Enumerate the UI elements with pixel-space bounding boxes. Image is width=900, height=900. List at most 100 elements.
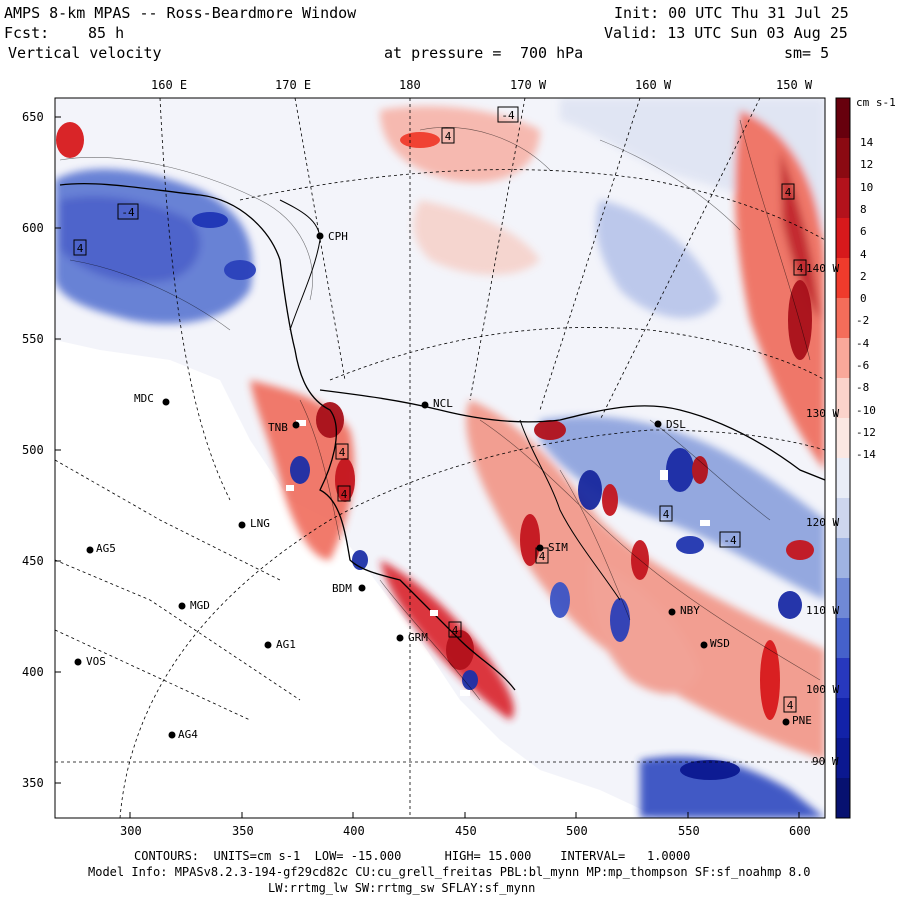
contour-label: 4	[452, 624, 459, 637]
station-label: MGD	[190, 599, 210, 612]
coastline	[59, 183, 825, 691]
physics-info: LW:rrtmg_lw SW:rrtmg_sw SFLAY:sf_mynn	[268, 881, 536, 895]
init-time: Init: 00 UTC Thu 31 Jul 25	[614, 4, 849, 22]
contour-label-box	[117, 203, 139, 220]
colorbar-segment	[836, 258, 850, 299]
colorbar-tick-label: 4	[860, 247, 867, 261]
contour-label-box	[335, 443, 349, 460]
colorbar-tick-label: -2	[856, 314, 870, 328]
right-lon-label: 90 W	[812, 755, 839, 768]
bottom-axis-label: 500	[566, 824, 588, 838]
station-label: TNB	[268, 421, 288, 434]
contour-label: 4	[341, 488, 348, 501]
contour-label-box	[793, 259, 807, 276]
station-dot	[421, 401, 429, 409]
colorbar-tick-label: 10	[860, 180, 874, 194]
forecast-label: Fcst:	[4, 24, 50, 42]
contour-info: CONTOURS: UNITS=cm s-1 LOW= -15.000 HIGH…	[134, 849, 691, 863]
station-dot	[358, 584, 366, 592]
station-label: NCL	[433, 397, 453, 410]
contour-label-box	[659, 505, 673, 522]
colorbar	[836, 98, 850, 819]
contour-label: -4	[501, 109, 515, 122]
contour-label-box	[719, 531, 741, 548]
top-axis-label: 170 W	[510, 78, 547, 92]
colorbar-segment	[836, 738, 850, 779]
colorbar-segment	[836, 698, 850, 739]
contour-label: 4	[77, 242, 84, 255]
station-dot	[178, 602, 186, 610]
left-axis-label: 550	[22, 332, 44, 346]
colorbar-segment	[836, 298, 850, 339]
field-name: Vertical velocity	[8, 44, 162, 62]
contour-label-box	[337, 485, 351, 502]
pressure-value: 700 hPa	[520, 44, 584, 62]
colorbar-segment	[836, 538, 850, 579]
station-label: LNG	[250, 517, 270, 530]
contour-label: -4	[723, 534, 737, 547]
colorbar-segment	[836, 218, 850, 259]
right-lon-label: 110 W	[806, 604, 840, 617]
bottom-axis-label: 450	[455, 824, 477, 838]
station-dot	[782, 718, 790, 726]
top-axis-label: 160 W	[635, 78, 672, 92]
contour-label: 4	[339, 446, 346, 459]
top-axis-label: 180	[399, 78, 421, 92]
contour-label: 4	[787, 699, 794, 712]
station-dot	[668, 608, 676, 616]
bottom-axis-label: 300	[120, 824, 142, 838]
station-dot	[74, 658, 82, 666]
station-label: BDM	[332, 582, 352, 595]
right-lon-label: 130 W	[806, 407, 840, 420]
station-label: WSD	[710, 637, 730, 650]
colorbar-tick-label: -4	[856, 336, 870, 350]
contour-label: 4	[785, 186, 792, 199]
station-dot	[238, 521, 246, 529]
colorbar-unit: cm s-1	[856, 96, 896, 109]
station-dot	[292, 421, 300, 429]
bottom-axis-label: 400	[343, 824, 365, 838]
station-label: SIM	[548, 541, 568, 554]
colorbar-segment	[836, 378, 850, 419]
bottom-axis-label: 350	[232, 824, 254, 838]
contour-label-box	[497, 106, 519, 123]
left-axis-label: 650	[22, 110, 44, 124]
stations	[74, 232, 790, 739]
station-label: GRM	[408, 631, 428, 644]
station-label: VOS	[86, 655, 106, 668]
colorbar-frame	[835, 97, 851, 819]
valid-time: Valid: 13 UTC Sun 03 Aug 25	[604, 24, 848, 42]
station-label: AG1	[276, 638, 296, 651]
colorbar-segment	[836, 658, 850, 699]
colorbar-tick-label: 2	[860, 269, 867, 283]
map-title: AMPS 8-km MPAS -- Ross-Beardmore Window	[4, 4, 357, 22]
station-dot	[264, 641, 272, 649]
station-dot	[536, 544, 544, 552]
station-label: MDC	[134, 392, 154, 405]
colorbar-segment	[836, 338, 850, 379]
colorbar-segment	[836, 458, 850, 499]
contour-label-box	[783, 696, 797, 713]
plot-frame	[54, 97, 826, 819]
station-label: NBY	[680, 604, 700, 617]
colorbar-tick-label: -6	[856, 359, 870, 372]
contour-label: 4	[445, 130, 452, 143]
model-info: Model Info: MPASv8.2.3-194-gf29cd82c CU:…	[88, 865, 811, 879]
bottom-axis-label: 600	[789, 824, 811, 838]
colorbar-tick-label: 0	[860, 292, 867, 306]
colorbar-segment	[836, 418, 850, 459]
contour-label-box	[441, 127, 455, 144]
station-dot	[396, 634, 404, 642]
pressure-label: at pressure =	[384, 44, 502, 62]
left-axis-label: 500	[22, 443, 44, 457]
station-dot	[654, 420, 662, 428]
colorbar-tick-label: -8	[856, 381, 870, 395]
station-dot	[86, 546, 94, 554]
left-axis-label: 600	[22, 221, 44, 235]
station-dot	[168, 731, 176, 739]
vertical-velocity-field	[55, 98, 825, 818]
contour-label: 4	[539, 550, 546, 563]
colorbar-segment	[836, 498, 850, 539]
top-axis-label: 170 E	[275, 78, 312, 92]
